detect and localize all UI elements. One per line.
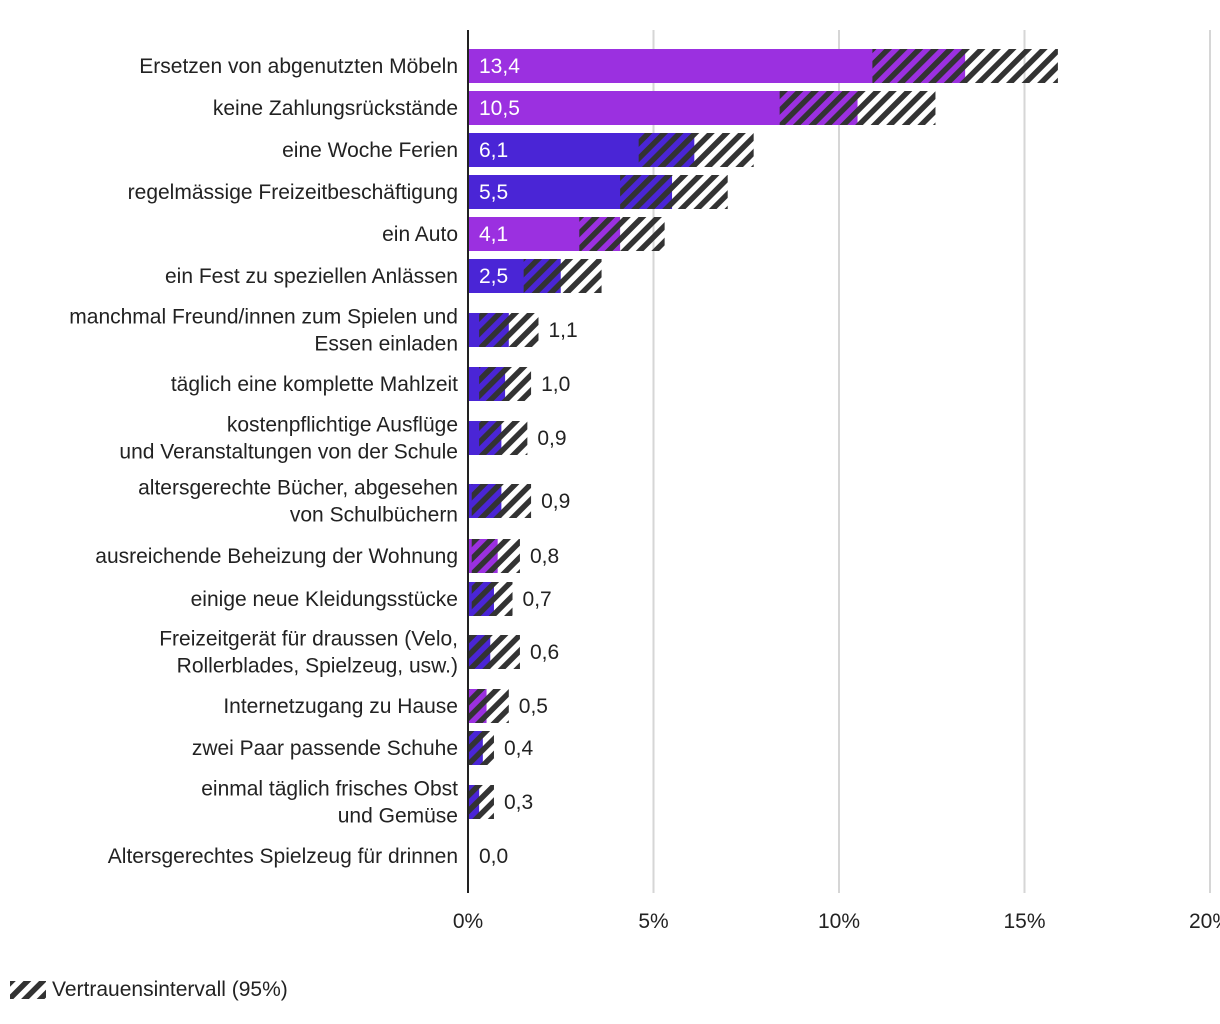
category-label: Ersetzen von abgenutzten Möbeln	[139, 55, 458, 78]
legend: Vertrauensintervall (95%)	[10, 978, 288, 1002]
value-label: 0,9	[537, 427, 566, 450]
confidence-interval	[471, 484, 532, 518]
confidence-interval	[468, 785, 494, 819]
value-label: 0,5	[519, 695, 548, 718]
category-label: Rollerblades, Spielzeug, usw.)	[177, 655, 458, 678]
hatch-legend-icon	[10, 981, 46, 999]
value-label: 6,1	[479, 139, 508, 162]
confidence-interval	[471, 582, 513, 616]
category-label: zwei Paar passende Schuhe	[192, 737, 458, 760]
confidence-interval	[468, 689, 509, 723]
value-label: 0,4	[504, 737, 534, 760]
confidence-interval	[779, 91, 936, 125]
value-label: 13,4	[479, 55, 520, 78]
category-label: täglich eine komplette Mahlzeit	[171, 373, 458, 396]
value-label: 0,9	[541, 490, 570, 513]
category-label: Freizeitgerät für draussen (Velo,	[159, 628, 458, 651]
category-label: Internetzugang zu Hause	[223, 695, 458, 718]
value-label: 2,5	[479, 265, 508, 288]
category-label: von Schulbüchern	[290, 504, 458, 527]
legend-label: Vertrauensintervall (95%)	[52, 978, 288, 1001]
category-label: Altersgerechtes Spielzeug für drinnen	[108, 845, 458, 868]
value-label: 0,7	[523, 588, 552, 611]
category-label: altersgerechte Bücher, abgesehen	[138, 477, 458, 500]
confidence-interval	[620, 175, 728, 209]
x-tick-label: 0%	[453, 910, 483, 933]
confidence-interval	[468, 635, 520, 669]
x-tick-label: 5%	[638, 910, 668, 933]
category-label: ein Auto	[382, 223, 458, 246]
confidence-interval	[479, 421, 528, 455]
category-label: einige neue Kleidungsstücke	[191, 588, 458, 611]
category-label: und Gemüse	[338, 805, 458, 828]
value-label: 0,3	[504, 791, 533, 814]
category-label: Essen einladen	[314, 333, 458, 356]
confidence-interval	[468, 731, 494, 765]
value-label: 10,5	[479, 97, 520, 120]
category-label: ausreichende Beheizung der Wohnung	[95, 545, 458, 568]
x-tick-label: 15%	[1003, 910, 1045, 933]
x-tick-label: 10%	[818, 910, 860, 933]
category-label: regelmässige Freizeitbeschäftigung	[128, 181, 458, 204]
category-label: eine Woche Ferien	[282, 139, 458, 162]
confidence-interval	[638, 133, 754, 167]
confidence-interval	[872, 49, 1058, 83]
x-tick-label: 20%	[1189, 910, 1220, 933]
category-label: und Veranstaltungen von der Schule	[119, 441, 458, 464]
category-label: ein Fest zu speziellen Anlässen	[165, 265, 458, 288]
value-label: 1,0	[541, 373, 570, 396]
value-label: 0,0	[479, 845, 508, 868]
value-label: 0,8	[530, 545, 559, 568]
confidence-interval	[471, 539, 520, 573]
value-label: 4,1	[479, 223, 508, 246]
category-label: kostenpflichtige Ausflüge	[227, 414, 458, 437]
confidence-interval	[523, 259, 602, 293]
bar-chart: Ersetzen von abgenutzten Möbeln 13,4 keine…	[69, 30, 1220, 933]
confidence-interval	[579, 217, 665, 251]
value-label: 5,5	[479, 181, 508, 204]
category-label: manchmal Freund/innen zum Spielen und	[69, 306, 458, 329]
category-label: keine Zahlungsrückstände	[213, 97, 458, 120]
value-label: 0,6	[530, 641, 559, 664]
confidence-interval	[479, 313, 539, 347]
category-label: einmal täglich frisches Obst	[201, 778, 458, 801]
value-label: 1,1	[548, 319, 577, 342]
confidence-interval	[479, 367, 532, 401]
